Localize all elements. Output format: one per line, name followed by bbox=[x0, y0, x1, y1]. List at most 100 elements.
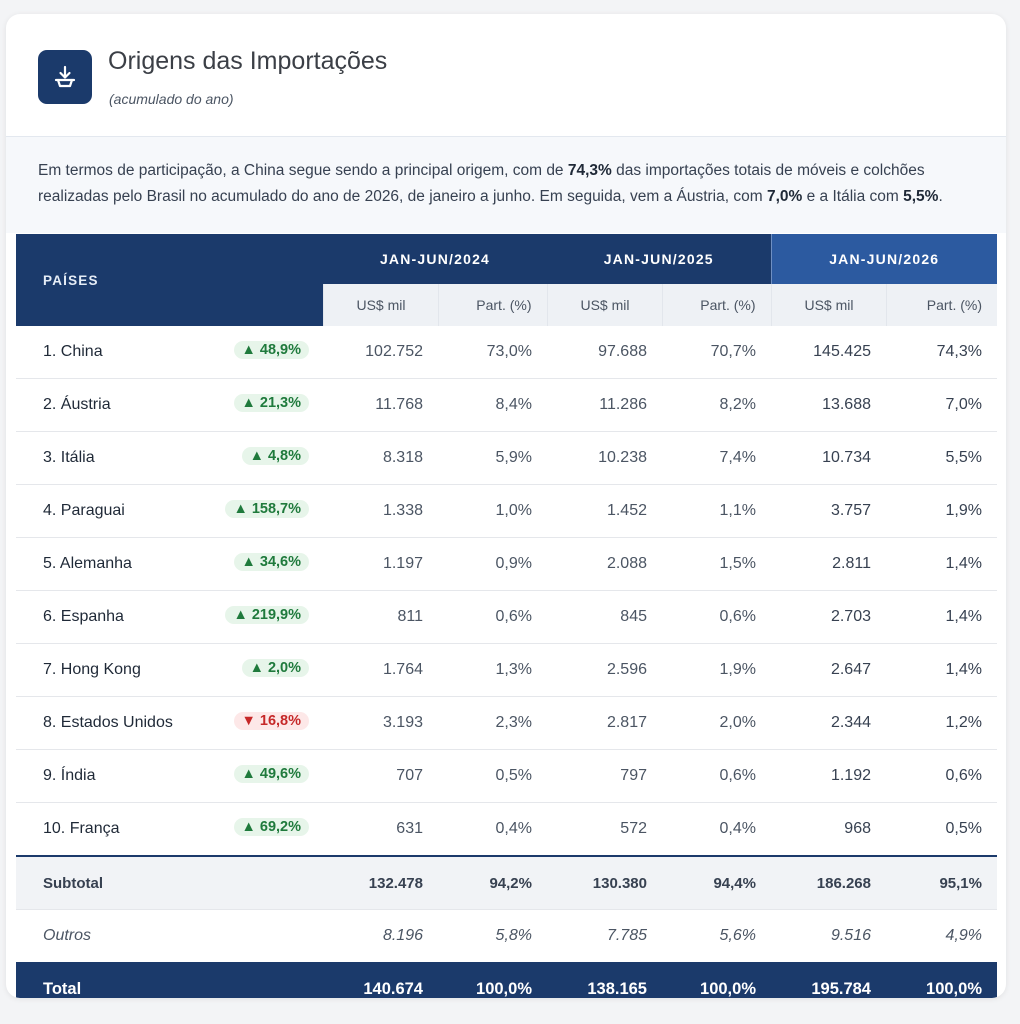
country-cell: 4. Paraguai ▲ 158,7% bbox=[16, 484, 323, 538]
imports-origin-card: Origens das Importações (acumulado do an… bbox=[6, 14, 1006, 998]
cell-usd-2025: 10.238 bbox=[547, 431, 662, 485]
others-usd-2025: 7.785 bbox=[606, 927, 647, 944]
cell-usd-2024: 1.764 bbox=[323, 643, 438, 697]
summary-text: Em termos de participação, a China segue… bbox=[38, 158, 988, 210]
col-header-usd: US$ mil bbox=[322, 284, 438, 326]
country-cell: 9. Índia ▲ 49,6% bbox=[16, 749, 323, 803]
cell-part-2024: 8,4% bbox=[438, 378, 547, 432]
cell-part-2025: 7,4% bbox=[662, 431, 771, 485]
total-row: Total 140.674 100,0% 138.165 100,0% 195.… bbox=[16, 962, 997, 998]
growth-badge: ▲ 21,3% bbox=[233, 394, 309, 412]
others-part-2026: 4,9% bbox=[945, 927, 982, 944]
summary-part: . bbox=[938, 188, 943, 205]
cell-part-2026: 1,4% bbox=[886, 537, 997, 591]
cell-usd-2025: 797 bbox=[547, 749, 662, 803]
cell-usd-2026: 2.344 bbox=[771, 696, 886, 750]
country-name: 6. Espanha bbox=[43, 608, 124, 625]
countries-header: PAÍSES bbox=[16, 234, 323, 326]
cell-usd-2024: 1.338 bbox=[323, 484, 438, 538]
cell-usd-2024: 3.193 bbox=[323, 696, 438, 750]
others-usd-2026: 9.516 bbox=[830, 927, 871, 944]
cell-part-2025: 0,4% bbox=[662, 802, 771, 857]
cell-usd-2025: 97.688 bbox=[547, 326, 662, 379]
cell-part-2025: 1,5% bbox=[662, 537, 771, 591]
cell-usd-2025: 2.596 bbox=[547, 643, 662, 697]
imports-table: PAÍSES JAN-JUN/2024 JAN-JUN/2025 JAN-JUN… bbox=[16, 234, 997, 998]
cell-usd-2024: 631 bbox=[323, 802, 438, 857]
subtotal-usd-2025: 130.380 bbox=[547, 855, 662, 910]
cell-part-2024: 0,4% bbox=[438, 802, 547, 857]
subtotal-part-2026: 95,1% bbox=[886, 855, 997, 910]
growth-badge: ▲ 49,6% bbox=[233, 765, 309, 783]
country-name: 3. Itália bbox=[43, 449, 95, 466]
table-row: 2. Áustria ▲ 21,3% 11.768 8,4% 11.286 8,2% 13.… bbox=[16, 378, 997, 432]
cell-part-2025: 0,6% bbox=[662, 590, 771, 644]
col-header-part: Part. (%) bbox=[437, 284, 547, 326]
cell-part-2026: 5,5% bbox=[886, 431, 997, 485]
cell-part-2026: 1,2% bbox=[886, 696, 997, 750]
card-header: Origens das Importações (acumulado do an… bbox=[6, 14, 1006, 136]
cell-usd-2026: 1.192 bbox=[771, 749, 886, 803]
cell-part-2026: 1,4% bbox=[886, 643, 997, 697]
total-part-2026: 100,0% bbox=[886, 962, 997, 998]
summary-box: Em termos de participação, a China segue… bbox=[6, 136, 1006, 233]
total-label: Total bbox=[16, 962, 323, 998]
cell-usd-2025: 11.286 bbox=[547, 378, 662, 432]
table-row: 5. Alemanha ▲ 34,6% 1.197 0,9% 2.088 1,5% 2.81… bbox=[16, 537, 997, 591]
cell-usd-2024: 811 bbox=[323, 590, 438, 644]
cell-part-2026: 0,6% bbox=[886, 749, 997, 803]
growth-badge: ▲ 34,6% bbox=[233, 553, 309, 571]
cell-usd-2026: 2.703 bbox=[771, 590, 886, 644]
cell-usd-2024: 707 bbox=[323, 749, 438, 803]
subtotal-usd-2026: 186.268 bbox=[771, 855, 886, 910]
country-name: 8. Estados Unidos bbox=[43, 714, 173, 731]
summary-highlight-austria: 7,0% bbox=[766, 188, 803, 205]
subtotal-row: Subtotal 132.478 94,2% 130.380 94,4% 186… bbox=[16, 855, 997, 910]
period-header-2024: JAN-JUN/2024 bbox=[323, 234, 547, 284]
country-name: 4. Paraguai bbox=[43, 502, 125, 519]
others-usd-2024: 8.196 bbox=[382, 927, 423, 944]
total-part-2024: 100,0% bbox=[438, 962, 547, 998]
country-cell: 7. Hong Kong ▲ 2,0% bbox=[16, 643, 323, 697]
cell-part-2024: 0,5% bbox=[438, 749, 547, 803]
subtotal-usd-2024: 132.478 bbox=[323, 855, 438, 910]
total-usd-2026: 195.784 bbox=[771, 962, 886, 998]
table-row: 6. Espanha ▲ 219,9% 811 0,6% 845 0,6% 2.703 1,4… bbox=[16, 590, 997, 644]
cell-part-2025: 70,7% bbox=[662, 326, 771, 379]
cell-part-2025: 2,0% bbox=[662, 696, 771, 750]
cell-usd-2024: 102.752 bbox=[323, 326, 438, 379]
growth-badge: ▲ 219,9% bbox=[225, 606, 309, 624]
country-cell: 2. Áustria ▲ 21,3% bbox=[16, 378, 323, 432]
col-header-usd: US$ mil bbox=[770, 284, 886, 326]
others-part-2025: 5,6% bbox=[719, 927, 756, 944]
country-cell: 8. Estados Unidos ▼ 16,8% bbox=[16, 696, 323, 750]
country-name: 1. China bbox=[43, 343, 103, 360]
cell-part-2024: 73,0% bbox=[438, 326, 547, 379]
others-row: Outros 8.196 5,8% 7.785 5,6% 9.516 4,9% bbox=[16, 910, 997, 963]
subtotal-part-2025: 94,4% bbox=[662, 855, 771, 910]
country-cell: 3. Itália ▲ 4,8% bbox=[16, 431, 323, 485]
col-header-part: Part. (%) bbox=[885, 284, 997, 326]
table-row: 4. Paraguai ▲ 158,7% 1.338 1,0% 1.452 1,1% 3.7… bbox=[16, 484, 997, 538]
cell-usd-2026: 145.425 bbox=[771, 326, 886, 379]
cell-usd-2024: 8.318 bbox=[323, 431, 438, 485]
table-row: 8. Estados Unidos ▼ 16,8% 3.193 2,3% 2.817 2,… bbox=[16, 696, 997, 750]
cell-usd-2025: 2.088 bbox=[547, 537, 662, 591]
cell-usd-2025: 1.452 bbox=[547, 484, 662, 538]
country-name: 2. Áustria bbox=[43, 396, 111, 413]
cell-part-2026: 1,9% bbox=[886, 484, 997, 538]
card-subtitle: (acumulado do ano) bbox=[109, 91, 234, 107]
cell-part-2024: 2,3% bbox=[438, 696, 547, 750]
col-header-part: Part. (%) bbox=[661, 284, 771, 326]
cell-part-2024: 1,3% bbox=[438, 643, 547, 697]
download-tray-icon bbox=[38, 50, 92, 104]
cell-part-2024: 0,9% bbox=[438, 537, 547, 591]
summary-part: das importações totais de móveis e colch… bbox=[38, 162, 925, 205]
table-row: 7. Hong Kong ▲ 2,0% 1.764 1,3% 2.596 1,9% 2.64… bbox=[16, 643, 997, 697]
summary-highlight-italy: 5,5% bbox=[903, 188, 939, 205]
cell-usd-2026: 968 bbox=[771, 802, 886, 857]
summary-part: e a Itália com bbox=[802, 188, 904, 205]
total-part-2025: 100,0% bbox=[662, 962, 771, 998]
cell-usd-2025: 2.817 bbox=[547, 696, 662, 750]
cell-usd-2026: 13.688 bbox=[771, 378, 886, 432]
